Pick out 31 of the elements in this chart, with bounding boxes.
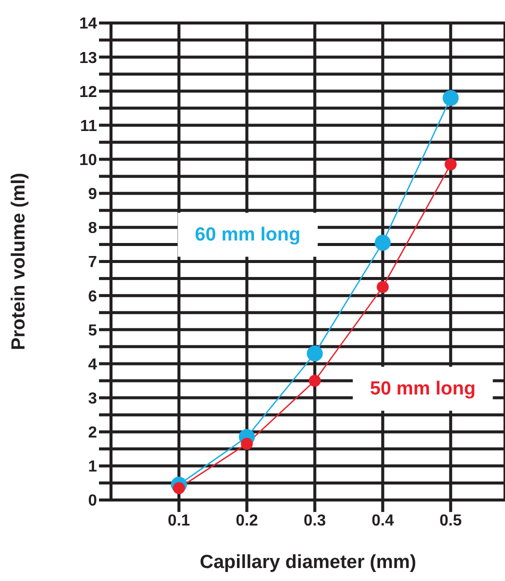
point <box>442 90 459 106</box>
x-tick-label: 0.3 <box>304 512 326 530</box>
y-tick-label: 1 <box>88 458 98 476</box>
y-tick-label: 11 <box>80 118 98 135</box>
y-tick-label: 14 <box>79 16 98 33</box>
text: 50 mm long <box>370 378 476 400</box>
y-tick-label: 12 <box>79 84 98 101</box>
point <box>306 345 323 362</box>
y-tick-label: 6 <box>88 288 98 306</box>
x-tick-label: 0.4 <box>372 512 394 530</box>
y-tick-label: 0 <box>88 492 98 510</box>
x-tick-label: 0.1 <box>168 512 190 530</box>
y-tick-label: 7 <box>88 254 98 272</box>
x-tick-label: 0.2 <box>236 512 258 530</box>
text: 60 mm long <box>194 224 301 246</box>
point <box>240 438 253 450</box>
x-axis-title: Capillary diameter (mm) <box>200 552 416 573</box>
point <box>376 281 389 294</box>
y-axis-title: Protein volume (ml) <box>8 172 30 350</box>
point <box>308 374 321 387</box>
y-tick-label: 9 <box>88 186 98 204</box>
y-tick-label: 13 <box>79 50 98 67</box>
point <box>374 234 391 251</box>
y-tick-label: 10 <box>79 152 98 169</box>
y-tick-label: 5 <box>88 322 98 340</box>
y-tick-label: 2 <box>88 424 98 442</box>
x-tick-label: 0.5 <box>440 512 462 530</box>
point <box>444 158 457 170</box>
y-tick-label: 4 <box>88 356 98 374</box>
y-tick-label: 3 <box>88 390 98 408</box>
y-tick-label: 8 <box>88 220 98 238</box>
